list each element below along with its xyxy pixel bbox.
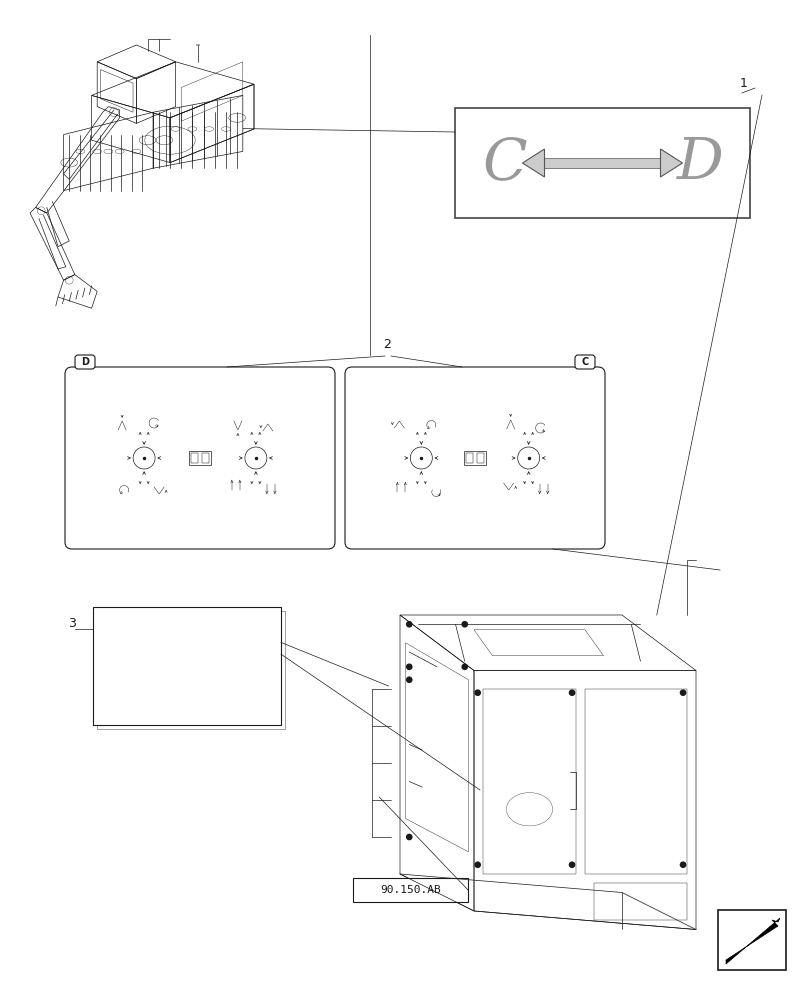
Circle shape (474, 689, 480, 696)
Text: D: D (81, 357, 89, 367)
Circle shape (679, 861, 685, 868)
Bar (463, 451, 486, 465)
FancyBboxPatch shape (65, 367, 335, 549)
FancyBboxPatch shape (345, 367, 604, 549)
Circle shape (679, 689, 685, 696)
Bar (93, 607, 281, 725)
Bar (466, 453, 473, 463)
Circle shape (406, 676, 412, 683)
Polygon shape (521, 149, 544, 177)
Polygon shape (659, 149, 682, 177)
Text: 2: 2 (383, 338, 390, 351)
Bar (454, 108, 749, 218)
Bar (717, 910, 785, 970)
Bar (353, 878, 467, 902)
Bar (189, 451, 211, 465)
Text: D: D (676, 135, 723, 191)
Circle shape (406, 834, 412, 840)
Bar (97, 611, 285, 729)
Circle shape (461, 663, 467, 670)
Text: 3: 3 (68, 617, 75, 630)
Bar (202, 453, 208, 463)
Polygon shape (725, 918, 779, 964)
Circle shape (474, 861, 480, 868)
Circle shape (568, 689, 575, 696)
Bar (476, 453, 483, 463)
FancyBboxPatch shape (574, 355, 594, 369)
FancyBboxPatch shape (75, 355, 95, 369)
Circle shape (406, 621, 412, 628)
Text: 90.150.AB: 90.150.AB (380, 885, 440, 895)
Circle shape (568, 861, 575, 868)
Text: C: C (581, 357, 588, 367)
Bar (544, 158, 659, 168)
Text: 1: 1 (739, 77, 747, 90)
Circle shape (461, 621, 467, 628)
Bar (191, 453, 198, 463)
Text: C: C (482, 135, 526, 191)
Circle shape (406, 663, 412, 670)
